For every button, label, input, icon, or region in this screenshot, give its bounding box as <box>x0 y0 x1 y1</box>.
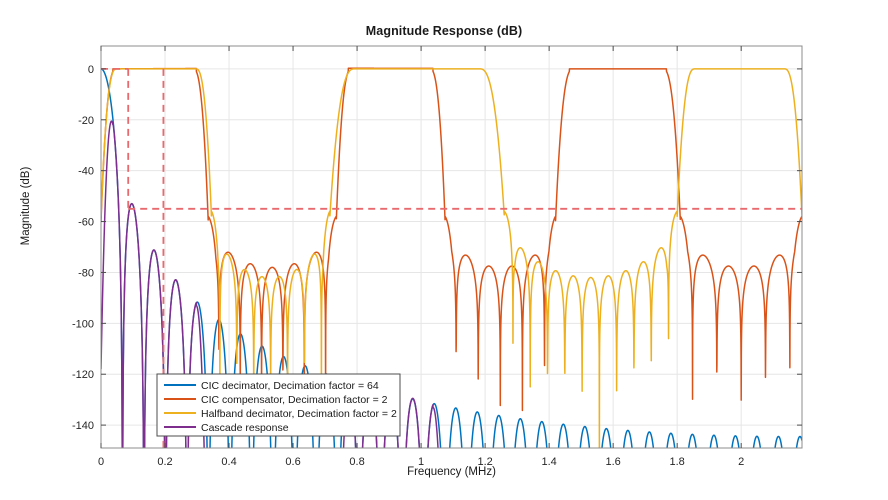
legend-label: CIC compensator, Decimation factor = 2 <box>201 394 388 406</box>
svg-text:0.6: 0.6 <box>285 456 300 468</box>
svg-text:-40: -40 <box>78 166 94 178</box>
series-path <box>101 68 802 448</box>
series-path <box>101 68 802 448</box>
svg-text:-120: -120 <box>72 369 94 381</box>
svg-text:-60: -60 <box>78 217 94 229</box>
axis-tick-labels: 0 -20 -40 -60 -80 -100 -120 -140 0 0.2 0.4 0.6 0.8 1 1… <box>72 64 744 468</box>
legend-box <box>156 373 401 437</box>
svg-text:0.8: 0.8 <box>349 456 364 468</box>
svg-text:1.2: 1.2 <box>477 456 492 468</box>
svg-text:0.4: 0.4 <box>221 456 236 468</box>
legend-label: Cascade response <box>201 422 289 434</box>
svg-text:0.2: 0.2 <box>157 456 172 468</box>
legend-label: CIC decimator, Decimation factor = 64 <box>201 380 379 392</box>
svg-text:2: 2 <box>738 456 744 468</box>
svg-text:1.6: 1.6 <box>606 456 621 468</box>
svg-text:1: 1 <box>418 456 424 468</box>
legend[interactable]: CIC decimator, Decimation factor = 64 CIC… <box>156 373 401 437</box>
plot-frame <box>100 45 803 449</box>
svg-text:-20: -20 <box>78 115 94 127</box>
svg-text:1.8: 1.8 <box>670 456 685 468</box>
svg-text:0: 0 <box>98 456 104 468</box>
series-path <box>101 67 802 412</box>
svg-text:-140: -140 <box>72 420 94 432</box>
axis-ticks <box>100 46 802 448</box>
svg-text:-80: -80 <box>78 267 94 279</box>
data-curves <box>101 67 802 448</box>
svg-text:1.4: 1.4 <box>541 456 556 468</box>
svg-text:-100: -100 <box>72 318 94 330</box>
x-axis-label: Frequency (MHz) <box>407 466 496 478</box>
svg-text:0: 0 <box>88 64 94 76</box>
legend-label: Halfband decimator, Decimation factor = … <box>201 408 397 420</box>
chart-title: Magnitude Response (dB) <box>365 24 523 38</box>
